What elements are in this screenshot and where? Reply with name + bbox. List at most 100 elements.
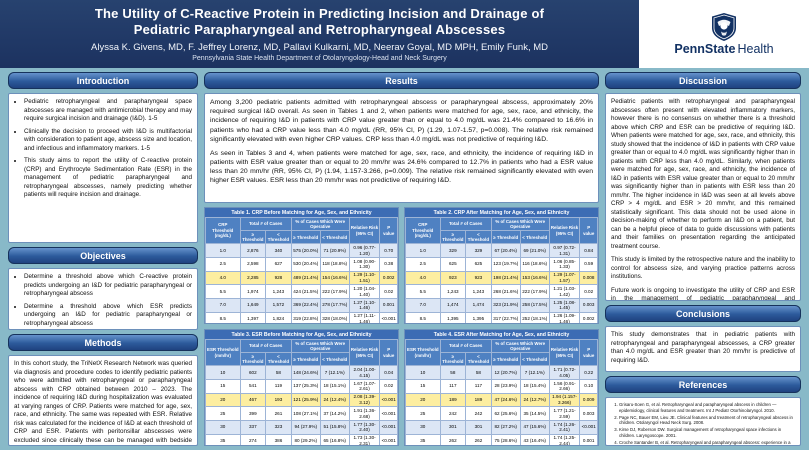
- table-cell: 1,474: [465, 298, 492, 313]
- table-cell: <0.001: [379, 406, 398, 421]
- table-cell: 328 (18.0%): [319, 311, 350, 323]
- table-cell: 5.5: [205, 284, 241, 299]
- table-cell: 123 (19.7%): [490, 257, 521, 272]
- objectives-bullet: Determine a threshold above which ESR pr…: [24, 303, 192, 329]
- table-cell: 1.73 (1.30-2.31): [348, 433, 381, 445]
- table-1-crp-before-matching: Table 1. CRP Before Matching for Age, Se…: [204, 207, 399, 324]
- table-header-cell: ≥ Threshold: [239, 230, 267, 245]
- logo-pennstate-text: PennState: [674, 41, 736, 56]
- table-cell: 0.97 (0.72-1.31): [548, 243, 581, 259]
- table-title: Table 1. CRP Before Matching for Age, Se…: [205, 208, 398, 217]
- table-cell: 340: [265, 243, 292, 259]
- table-cell: 0.001: [579, 433, 598, 445]
- table-cell: 0.008: [579, 270, 598, 286]
- table-cell: 369 (22.4%): [290, 298, 321, 313]
- table-cell: 116 (18.6%): [519, 257, 550, 272]
- section-header-introduction: Introduction: [8, 72, 198, 89]
- poster-title-line1: The Utility of C-Reactive Protein in Pre…: [94, 6, 545, 21]
- table-cell: 1,572: [265, 298, 292, 313]
- table-cell: 137 (25.3%): [290, 379, 321, 394]
- logo-health-text: Health: [737, 41, 774, 56]
- table-cell: 222 (17.9%): [319, 284, 350, 299]
- table-row: 7.0 1,649 1,572 369 (22.4%) 278 (17.7%) 1.27 …: [205, 298, 398, 313]
- table-cell: 75 (28.6%): [490, 433, 521, 445]
- authors-line: Alyssa K. Givens, MD, F. Jeffrey Lorenz,…: [91, 41, 548, 53]
- table-cell: 20: [205, 392, 241, 408]
- left-column: Introduction Pediatric retropharyngeal a…: [8, 72, 198, 446]
- poster-title-line2: Pediatric Parapharyngeal and Retropharyn…: [133, 22, 506, 38]
- table-cell: 261: [265, 406, 292, 421]
- table-row: 1.0 2,876 340 575 (20.0%) 71 (20.9%) 0.96 (0.…: [205, 243, 398, 259]
- table-cell: 1.08 (0.90-1.30): [348, 257, 381, 272]
- introduction-bullets: Pediatric retropharyngeal and parapharyn…: [14, 98, 192, 200]
- table-cell: 80 (29.2%): [290, 433, 321, 445]
- table-cell: 1,474: [439, 298, 467, 313]
- table-header-cell: < Threshold: [319, 352, 350, 367]
- table-cell: 15: [205, 379, 241, 394]
- table-cell: 0.02: [379, 284, 398, 299]
- table-cell: 242: [465, 406, 492, 421]
- reference-item: Grisaru-Soen G, et al. Retropharyngeal a…: [619, 402, 795, 413]
- table-cell: 117: [465, 379, 492, 394]
- conclusions-panel: This study demonstrates that in pediatri…: [605, 326, 801, 372]
- table-cell: 625: [465, 257, 492, 272]
- table-header-cell: < Threshold: [519, 230, 550, 245]
- table-row: 8.5 1,397 1,824 319 (22.8%) 328 (18.0%) 1.27 …: [205, 311, 398, 323]
- table-cell: 0.70: [379, 243, 398, 259]
- table-row: 20 467 193 121 (25.9%) 24 (12.4%) 2.08 (1.39-…: [205, 392, 398, 408]
- table-cell: 58: [465, 365, 492, 381]
- table-header-cell: % of Cases Which Were Operative: [490, 338, 550, 354]
- table-cell: 4.0: [205, 270, 241, 286]
- table-header-cell: ESR Threshold (mm/hr): [205, 338, 241, 367]
- table-cell: 301: [465, 420, 492, 435]
- table-header-cell: CRP Threshold (mg/dL): [205, 216, 241, 245]
- table-header-cell: < Threshold: [319, 230, 350, 245]
- table-header-cell: % of Cases Which Were Operative: [290, 338, 350, 354]
- table-row: 8.5 1,395 1,395 317 (22.7%) 252 (18.1%) 1.26 …: [405, 311, 598, 323]
- table-cell: 2,598: [239, 257, 267, 272]
- table-cell: 1,397: [239, 311, 267, 323]
- table-cell: 0.003: [579, 298, 598, 313]
- table-cell: 317 (22.7%): [490, 311, 521, 323]
- table-cell: 35 (14.5%): [519, 406, 550, 421]
- section-header-references: References: [605, 376, 801, 393]
- table-cell: 18 (15.1%): [319, 379, 350, 394]
- table-cell: 4.0: [405, 270, 441, 286]
- table-cell: 94 (27.9%): [290, 420, 321, 435]
- table-cell: 148 (24.6%): [290, 365, 321, 381]
- table-header-cell: ≥ Threshold: [439, 352, 467, 367]
- introduction-panel: Pediatric retropharyngeal and parapharyn…: [8, 93, 198, 243]
- table-header-cell: < Threshold: [465, 352, 492, 367]
- table-cell: 386: [265, 433, 292, 445]
- table-cell: 0.009: [579, 392, 598, 408]
- table-header-cell: Relative Risk (95% CI): [348, 338, 381, 367]
- table-header-cell: ESR Threshold (mm/hr): [405, 338, 441, 367]
- table-cell: 625: [439, 257, 467, 272]
- discussion-paragraphs: Pediatric patients with retropharyngeal …: [611, 98, 795, 300]
- table-cell: 1.77 (1.30-2.40): [348, 420, 381, 435]
- table-cell: 2,285: [239, 270, 267, 286]
- table-cell: 1.26 (1.09-1.46): [548, 311, 581, 323]
- table-cell: 329: [465, 243, 492, 259]
- table-row: 30 301 301 82 (27.2%) 47 (15.6%) 1.74 (1.26-2…: [405, 420, 598, 435]
- table-cell: 541: [239, 379, 267, 394]
- table-cell: 1.29 (1.10-1.51): [348, 270, 381, 286]
- reference-item: Kirse DJ, Roberson DW. Surgical manageme…: [619, 427, 795, 438]
- table-cell: 67 (20.4%): [490, 243, 521, 259]
- table-header-cell: ≥ Threshold: [239, 352, 267, 367]
- table-cell: 2,876: [239, 243, 267, 259]
- data-table: ESR Threshold (mm/hr) Total # of Cases% o…: [405, 338, 598, 445]
- table-cell: 262: [465, 433, 492, 445]
- introduction-bullet: Pediatric retropharyngeal and parapharyn…: [24, 98, 192, 124]
- table-cell: 1.27 (1.10-1.46): [348, 298, 381, 313]
- table-header-cell: ≥ Threshold: [439, 230, 467, 245]
- table-cell: 8.5: [205, 311, 241, 323]
- table-cell: 258 (17.5%): [519, 298, 550, 313]
- table-row: 7.0 1,474 1,474 323 (21.9%) 258 (17.5%) 1.25 …: [405, 298, 598, 313]
- table-cell: 71 (20.9%): [319, 243, 350, 259]
- table-cell: 1.94 (1.157-3.266): [548, 392, 581, 408]
- table-cell: 1.0: [405, 243, 441, 259]
- methods-text: In this cohort study, the TriNetX Resear…: [14, 360, 192, 444]
- table-cell: 24 (12.7%): [519, 392, 550, 408]
- table-cell: 7.0: [405, 298, 441, 313]
